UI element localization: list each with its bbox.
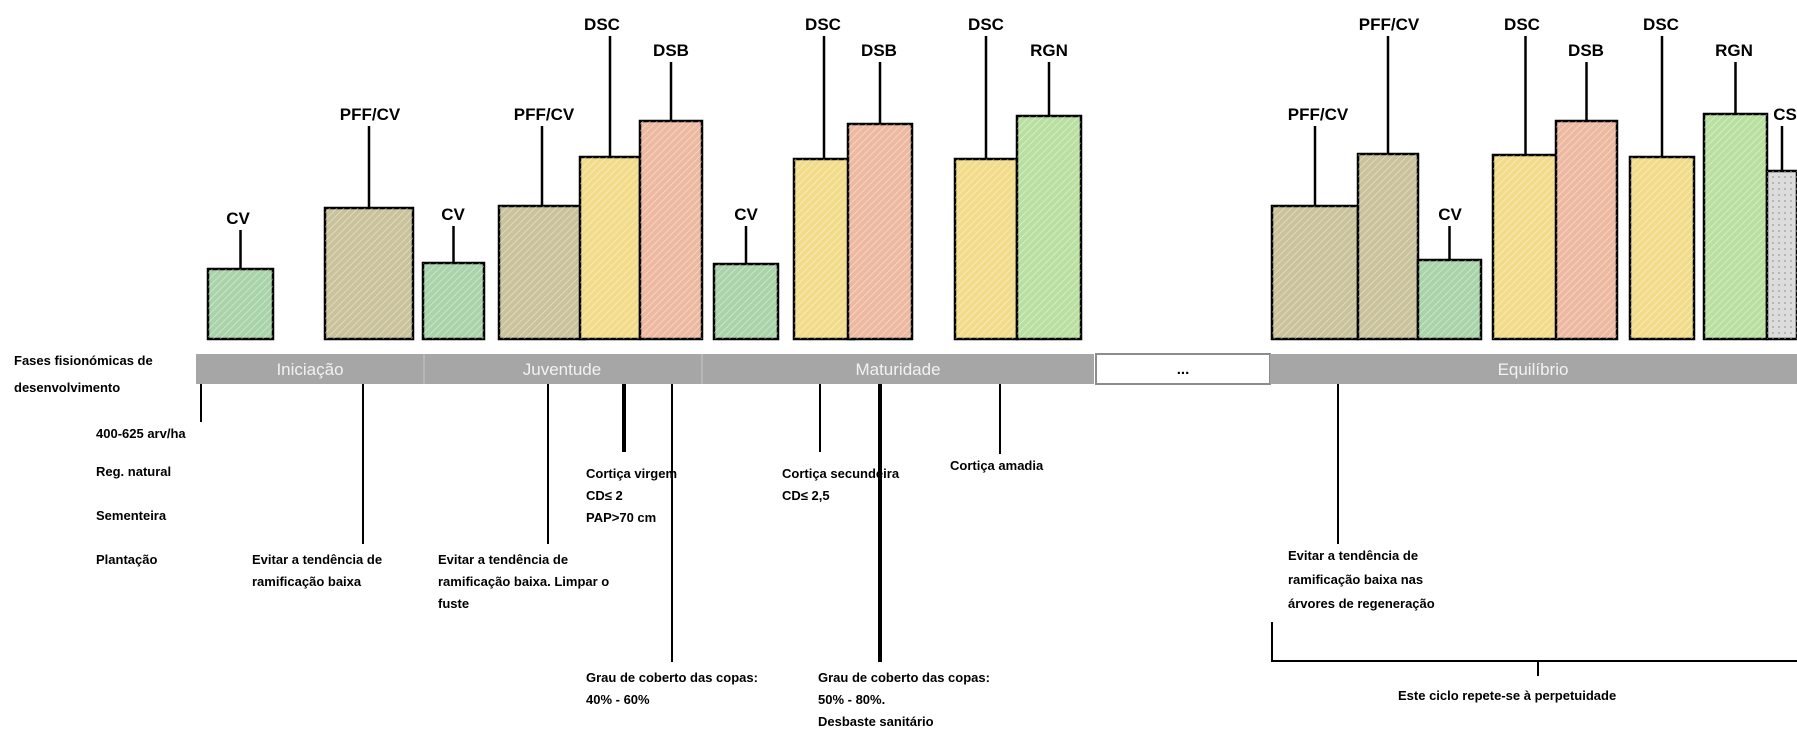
bar-pff-cv: PFF/CV xyxy=(1356,15,1420,341)
note-seeding: Sementeira xyxy=(96,508,167,523)
phase-timeline: Iniciação Juventude Maturidade ... Equil… xyxy=(196,353,1797,385)
bar-rgn: RGN xyxy=(1702,41,1769,341)
note-cork-reproduction: Cortiça amadia xyxy=(950,458,1044,473)
bar-cs: CS xyxy=(1765,105,1797,341)
note-pointers xyxy=(200,384,1797,676)
bar-dsc: DSC xyxy=(953,15,1019,341)
note-avoid-2-l2: ramificação baixa. Limpar o xyxy=(438,574,609,589)
bar-dsb: DSB xyxy=(1554,41,1619,341)
note-avoid-1: Evitar a tendência de xyxy=(252,552,382,567)
bar-label: DSC xyxy=(584,15,620,34)
bar-dsc: DSC xyxy=(1628,15,1696,341)
bar-cv: CV xyxy=(206,209,275,341)
bar-cv: CV xyxy=(712,205,780,341)
bar-pff-cv: PFF/CV xyxy=(323,105,415,341)
note-cork-secondary: Cortiça secundeira xyxy=(782,466,900,481)
phase-gap-label: ... xyxy=(1177,361,1190,378)
phase-maturidade xyxy=(702,354,1094,384)
note-canopy-2: Grau de coberto das copas: xyxy=(818,670,990,685)
phase-equilibrio xyxy=(1270,354,1797,384)
note-avoid-1-l2: ramificação baixa xyxy=(252,574,362,589)
bar-label: DSB xyxy=(1568,41,1604,60)
note-avoid-2: Evitar a tendência de xyxy=(438,552,568,567)
bar-label: CV xyxy=(1438,205,1462,224)
phase-juventude-label: Juventude xyxy=(523,360,601,379)
bar-rgn: RGN xyxy=(1015,41,1083,341)
bar-dsc: DSC xyxy=(792,15,856,341)
phase-juventude xyxy=(424,354,702,384)
bar-cv: CV xyxy=(421,205,486,341)
note-avoid-2-l3: fuste xyxy=(438,596,469,611)
bar-label: CV xyxy=(441,205,465,224)
bar-label: DSB xyxy=(861,41,897,60)
bar-dsb: DSB xyxy=(638,41,704,341)
note-density: 400-625 arv/ha xyxy=(96,426,186,441)
note-avoid-3-l2: ramificação baixa nas xyxy=(1288,572,1423,587)
note-cycle: Este ciclo repete-se à perpetuidade xyxy=(1398,688,1616,703)
note-avoid-3: Evitar a tendência de xyxy=(1288,548,1418,563)
note-cork-virgin: Cortiça virgem xyxy=(586,466,677,481)
bar-label: DSC xyxy=(1504,15,1540,34)
bar-label: DSC xyxy=(805,15,841,34)
note-planting: Plantação xyxy=(96,552,157,567)
bar-label: CV xyxy=(734,205,758,224)
row-label-line2: desenvolvimento xyxy=(14,380,120,395)
bar-label: DSB xyxy=(653,41,689,60)
phase-maturidade-label: Maturidade xyxy=(855,360,940,379)
note-canopy-2-l2: 50% - 80%. xyxy=(818,692,885,707)
row-label: Fases fisionómicas de xyxy=(14,353,153,368)
bar-dsc: DSC xyxy=(578,15,642,341)
note-cork-secondary-l2: CD≤ 2,5 xyxy=(782,488,830,503)
bar-label: CS xyxy=(1773,105,1797,124)
phase-iniciacao-label: Iniciação xyxy=(276,360,343,379)
bar-label: PFF/CV xyxy=(1359,15,1420,34)
note-cork-virgin-l2: CD≤ 2 xyxy=(586,488,623,503)
operation-bars: CV PFF/CV CV PFF/CV DSC DSB CV DSC DSB DSC RGN PFF/… xyxy=(206,15,1797,341)
bar-pff-cv: PFF/CV xyxy=(497,105,587,341)
phase-equilibrio-label: Equilíbrio xyxy=(1498,360,1569,379)
bar-label: PFF/CV xyxy=(514,105,575,124)
note-cork-virgin-l3: PAP>70 cm xyxy=(586,510,656,525)
bar-label: PFF/CV xyxy=(340,105,401,124)
notes: 400-625 arv/ha Reg. natural Sementeira P… xyxy=(96,426,1616,729)
bar-label: CV xyxy=(226,209,250,228)
note-canopy-2-l3: Desbaste sanitário xyxy=(818,714,934,729)
bar-label: RGN xyxy=(1030,41,1068,60)
note-regen: Reg. natural xyxy=(96,464,171,479)
note-avoid-3-l3: árvores de regeneração xyxy=(1288,596,1435,611)
bar-pff-cv: PFF/CV xyxy=(1270,105,1360,341)
bar-cv: CV xyxy=(1416,205,1483,341)
bar-label: RGN xyxy=(1715,41,1753,60)
note-canopy-1: Grau de coberto das copas: xyxy=(586,670,758,685)
note-canopy-1-l2: 40% - 60% xyxy=(586,692,650,707)
bar-label: DSC xyxy=(1643,15,1679,34)
bar-dsc: DSC xyxy=(1491,15,1560,341)
phase-iniciacao xyxy=(196,354,424,384)
bar-dsb: DSB xyxy=(846,41,914,341)
bar-label: PFF/CV xyxy=(1288,105,1349,124)
bar-label: DSC xyxy=(968,15,1004,34)
